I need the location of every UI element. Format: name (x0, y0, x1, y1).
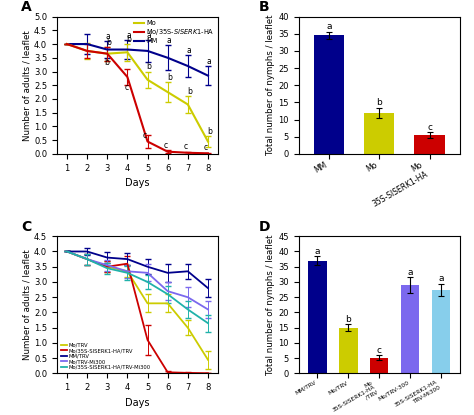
X-axis label: Days: Days (125, 178, 150, 188)
Text: c: c (427, 122, 432, 132)
Y-axis label: Number of adults / leaflet: Number of adults / leaflet (22, 30, 31, 141)
Bar (414, 135, 445, 154)
Text: a: a (408, 268, 413, 277)
Text: c: c (203, 143, 208, 152)
Text: b: b (187, 87, 192, 96)
Legend: Mo, Mo/35S-⁠$\it{SlSERK1}$⁠-HA, MM: Mo, Mo/35S-⁠$\it{SlSERK1}$⁠-HA, MM (134, 20, 215, 44)
Bar (308, 261, 327, 374)
Text: a: a (438, 274, 444, 283)
Bar (432, 290, 450, 374)
Text: b: b (127, 35, 131, 44)
Text: a: a (166, 36, 171, 45)
Text: c: c (377, 346, 382, 355)
Text: A: A (21, 0, 32, 14)
Text: c: c (143, 131, 147, 140)
Text: a: a (326, 22, 332, 31)
X-axis label: Days: Days (125, 398, 150, 408)
Text: a: a (126, 31, 131, 40)
Bar (370, 358, 389, 374)
Text: b: b (104, 59, 109, 68)
Text: c: c (124, 83, 128, 92)
Legend: Mo/TRV, Mo/35S-SlSERK1-HA/TRV, MM/TRV, Mo/TRV-Mi300, Mo/35S-SlSERK1-HA/TRV-Mi300: Mo/TRV, Mo/35S-SlSERK1-HA/TRV, MM/TRV, M… (60, 342, 152, 371)
Text: b: b (346, 315, 351, 324)
Text: c: c (163, 142, 167, 150)
Text: b: b (147, 62, 152, 71)
Text: a: a (186, 46, 191, 55)
Bar (314, 35, 344, 154)
Text: c: c (183, 142, 188, 151)
Y-axis label: Number of adults / leaflet: Number of adults / leaflet (22, 249, 31, 360)
Text: a: a (207, 57, 211, 66)
Text: C: C (21, 220, 32, 234)
Text: B: B (258, 0, 269, 14)
Y-axis label: Total number of nymphs / leaflet: Total number of nymphs / leaflet (266, 15, 275, 156)
Text: b: b (107, 38, 111, 46)
Text: b: b (207, 127, 212, 136)
Text: D: D (258, 220, 270, 234)
Text: b: b (376, 98, 382, 107)
Text: a: a (106, 32, 110, 41)
Text: a: a (314, 247, 320, 256)
Y-axis label: Total number of nymphs / leaflet: Total number of nymphs / leaflet (266, 234, 275, 375)
Bar (364, 113, 394, 154)
Text: b: b (167, 73, 172, 82)
Text: a: a (146, 31, 151, 40)
Bar (401, 285, 419, 374)
Bar (339, 328, 357, 374)
